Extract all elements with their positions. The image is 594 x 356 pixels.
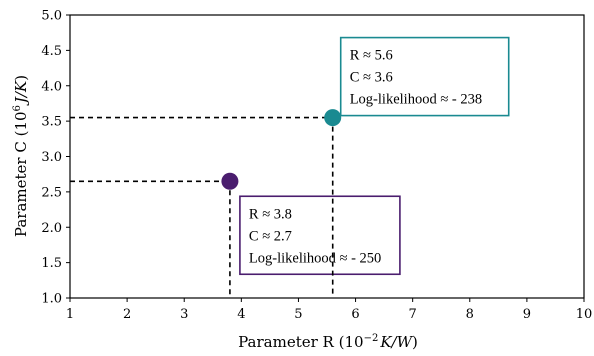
y-axis-label-close: )	[12, 75, 30, 81]
annotation-box	[239, 195, 401, 276]
data-point-group: R ≈ 5.6 C ≈ 3.6 Log-likelihood ≈ - 238	[70, 36, 510, 298]
y-tick-label: 4.0	[41, 79, 62, 94]
annotation-text: C ≈ 2.7	[249, 228, 292, 244]
y-tick-label: 1.5	[41, 256, 62, 271]
y-axis-label-exponent: 6	[12, 105, 23, 111]
y-axis: 1.0 1.5 2.0 2.5 3.0 3.5 4.0 4.5 5.0	[41, 9, 70, 307]
x-axis-label-exponent: −2	[364, 333, 379, 344]
annotation-text: R ≈ 5.6	[350, 48, 393, 64]
y-tick-label: 1.0	[41, 292, 62, 307]
x-tick-label: 3	[180, 307, 188, 322]
x-tick-label: 7	[409, 307, 417, 322]
x-tick-label: 2	[123, 307, 131, 322]
annotation-text: Log-likelihood ≈ - 250	[249, 250, 381, 266]
x-tick-label: 9	[523, 307, 531, 322]
x-tick-label: 8	[466, 307, 474, 322]
y-tick-label: 3.5	[41, 115, 62, 130]
y-tick-label: 5.0	[41, 9, 62, 24]
data-point	[324, 109, 342, 127]
annotation-box	[339, 36, 510, 117]
y-tick-label: 2.5	[41, 185, 62, 200]
annotation-text: Log-likelihood ≈ - 238	[350, 92, 482, 108]
x-axis-label: Parameter R (10−2 K/W)	[238, 333, 418, 351]
y-tick-label: 2.0	[41, 221, 62, 236]
x-axis-label-close: )	[412, 333, 418, 351]
x-tick-label: 1	[66, 307, 74, 322]
x-axis-label-unit: K/W	[379, 333, 413, 351]
y-tick-label: 3.0	[41, 150, 62, 165]
x-axis-label-main: Parameter R (10	[238, 333, 363, 351]
data-point	[221, 172, 239, 190]
y-axis-label: Parameter C (106J/K)	[12, 75, 30, 237]
x-axis: 1 2 3 4 5 6 7 8 9 10	[66, 298, 592, 322]
annotation-text: C ≈ 3.6	[350, 70, 393, 86]
x-tick-label: 4	[237, 307, 245, 322]
x-tick-label: 10	[576, 307, 593, 322]
x-tick-label: 6	[351, 307, 359, 322]
y-axis-label-unit: J/K	[12, 80, 30, 106]
y-axis-label-main: Parameter C (10	[12, 111, 30, 237]
x-tick-label: 5	[294, 307, 302, 322]
data-point-group: R ≈ 3.8 C ≈ 2.7 Log-likelihood ≈ - 250	[70, 172, 401, 298]
y-tick-label: 4.5	[41, 44, 62, 59]
annotation-text: R ≈ 3.8	[249, 206, 292, 222]
